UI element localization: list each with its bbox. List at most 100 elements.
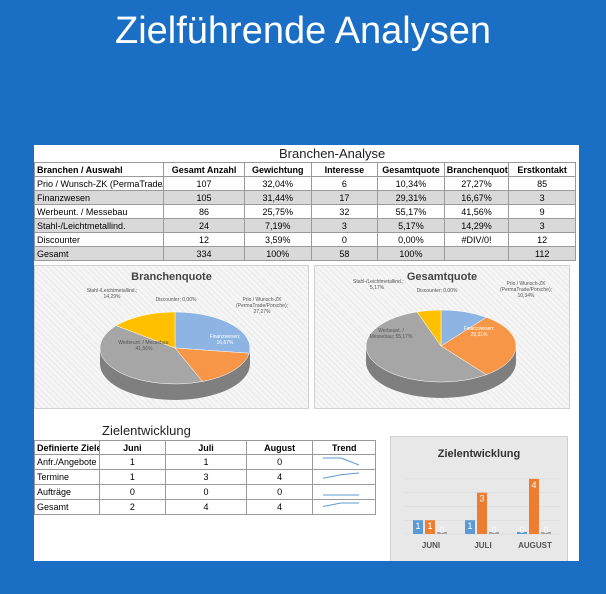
table-cell[interactable]: 41,56% [443, 204, 510, 219]
table-cell[interactable]: 27,27% [443, 176, 510, 191]
x-tick-label: JULI [474, 541, 491, 550]
table-cell[interactable]: 85 [508, 176, 576, 191]
pie1-label-werbe: Werbeunt. / Messebau; 41,56% [118, 340, 170, 352]
table-cell[interactable]: 105 [163, 190, 245, 205]
ziel-header-4: Trend [312, 440, 376, 455]
branchenquote-pie-chart [99, 311, 251, 400]
table-cell[interactable]: 5,17% [377, 218, 445, 233]
pie1-label-stahl: Stahl-/Leichtmetallind.; 14,29% [86, 288, 138, 300]
table-cell[interactable]: Gesamt [34, 499, 100, 515]
table-cell[interactable]: 58 [310, 246, 379, 261]
trend-sparkline [312, 454, 376, 470]
table-cell[interactable]: Prio / Wunsch-ZK (PermaTrade/Po [34, 176, 165, 191]
table-row: Termine 1 3 4 [34, 469, 376, 485]
table-cell[interactable]: 29,31% [377, 190, 445, 205]
gesamtquote-pie-chart [365, 309, 517, 398]
table-cell[interactable]: 0 [245, 454, 314, 470]
table-cell[interactable]: 0 [245, 484, 314, 500]
table-cell[interactable]: 6 [310, 176, 379, 191]
gesamtquote-chart-panel: Gesamtquote Stahl-/Leichtmetallind.; 5,1… [314, 265, 570, 409]
table-cell[interactable]: Termine [34, 469, 100, 485]
table-cell[interactable]: 9 [508, 204, 576, 219]
table-cell[interactable]: 86 [163, 204, 245, 219]
pie-slice-0 [174, 311, 251, 354]
table-cell[interactable]: 16,67% [443, 190, 510, 205]
bar [425, 520, 435, 534]
branchen-analyse-title: Branchen-Analyse [279, 146, 386, 161]
page-title: Zielführende Analysen [114, 10, 492, 52]
bar-value-label: 0 [543, 525, 548, 535]
table-row: Discounter 12 3,59% 0 0,00% #DIV/0! 12 [34, 232, 576, 247]
table-row: Gesamt 2 4 4 [34, 499, 376, 515]
ziel-header-1: Juni [98, 440, 167, 455]
table-cell[interactable]: 14,29% [443, 218, 510, 233]
bar [413, 520, 423, 534]
table-cell[interactable]: Gesamt [34, 246, 165, 261]
table-cell[interactable]: 32,04% [243, 176, 312, 191]
bar-value-label: 3 [479, 494, 484, 504]
table-cell[interactable]: 31,44% [243, 190, 312, 205]
zielentwicklung-table: Definierte Ziele Juni Juli August Trend Anfr… [34, 440, 376, 515]
bar [465, 520, 475, 534]
table-cell[interactable]: 100% [243, 246, 312, 261]
bar [541, 532, 551, 534]
table-cell[interactable]: 55,17% [377, 204, 445, 219]
pie1-label-prio: Prio / Wunsch-ZK (PermaTrade/Porsche); 2… [235, 297, 289, 315]
pie2-label-stahl: Stahl-/Leichtmetallind.; 5,17% [353, 279, 404, 291]
bar-value-label: 1 [427, 521, 432, 531]
table-cell[interactable]: 334 [163, 246, 245, 261]
table-row: Finanzwesen 105 31,44% 17 29,31% 16,67% 3 [34, 190, 576, 205]
table-cell[interactable]: 112 [508, 246, 576, 261]
table-cell[interactable]: Werbeunt. / Messebau [34, 204, 165, 219]
table-cell[interactable]: 107 [163, 176, 245, 191]
table-cell[interactable]: Discounter [34, 232, 165, 247]
table-cell[interactable]: 25,75% [243, 204, 312, 219]
table-cell[interactable]: 12 [508, 232, 576, 247]
table-cell[interactable]: 24 [163, 218, 245, 233]
bar-value-label: 0 [519, 525, 524, 535]
ziel-header-2: Juli [165, 440, 247, 455]
bar [437, 532, 447, 534]
table-cell[interactable]: 3,59% [243, 232, 312, 247]
table-cell[interactable]: Aufträge [34, 484, 100, 500]
table-row: Prio / Wunsch-ZK (PermaTrade/Po 107 32,04%… [34, 176, 576, 191]
table-cell[interactable]: 17 [310, 190, 379, 205]
table-cell[interactable]: 3 [310, 218, 379, 233]
zielentwicklung-table-title: Zielentwicklung [102, 423, 191, 438]
gesamtquote-chart-title: Gesamtquote [406, 271, 478, 283]
table-cell[interactable]: 3 [508, 190, 576, 205]
table-cell[interactable]: 10,34% [377, 176, 445, 191]
table-cell[interactable]: 1 [98, 454, 167, 470]
table-cell[interactable]: 32 [310, 204, 379, 219]
bar-value-label: 1 [415, 521, 420, 531]
table-cell[interactable]: Stahl-/Leichtmetallind. [34, 218, 165, 233]
table-cell[interactable]: 3 [165, 469, 247, 485]
table-cell[interactable]: 0 [165, 484, 247, 500]
table-cell[interactable]: 0,00% [377, 232, 445, 247]
table-cell[interactable]: 12 [163, 232, 245, 247]
table-cell[interactable]: 7,19% [243, 218, 312, 233]
table-cell[interactable]: 1 [98, 469, 167, 485]
branchenquote-chart-panel: Branchenquote Stahl-/Leichtmetallind.; 1… [34, 265, 309, 409]
bar [517, 532, 527, 534]
table-cell[interactable]: 100% [377, 246, 445, 261]
bar [477, 492, 487, 534]
table-cell[interactable]: 4 [245, 499, 314, 515]
table-cell[interactable]: #DIV/0! [443, 232, 510, 247]
table-cell[interactable]: Anfr./Angebote [34, 454, 100, 470]
table-cell[interactable]: 2 [98, 499, 167, 515]
table-cell[interactable]: 0 [98, 484, 167, 500]
ziel-header-3: August [245, 440, 314, 455]
table-cell[interactable]: Finanzwesen [34, 190, 165, 205]
table-cell[interactable]: 3 [508, 218, 576, 233]
branchenquote-chart-title: Branchenquote [131, 271, 212, 283]
table-cell[interactable]: 0 [310, 232, 379, 247]
table-cell[interactable]: 4 [165, 499, 247, 515]
table-cell[interactable]: 1 [165, 454, 247, 470]
branchen-header-6: Erstkontakt [508, 162, 576, 177]
table-cell[interactable]: 4 [245, 469, 314, 485]
table-cell[interactable] [443, 246, 510, 261]
zielentwicklung-chart-title: Zielentwicklung [437, 448, 521, 460]
table-row: Werbeunt. / Messebau 86 25,75% 32 55,17% 41,5… [34, 204, 576, 219]
